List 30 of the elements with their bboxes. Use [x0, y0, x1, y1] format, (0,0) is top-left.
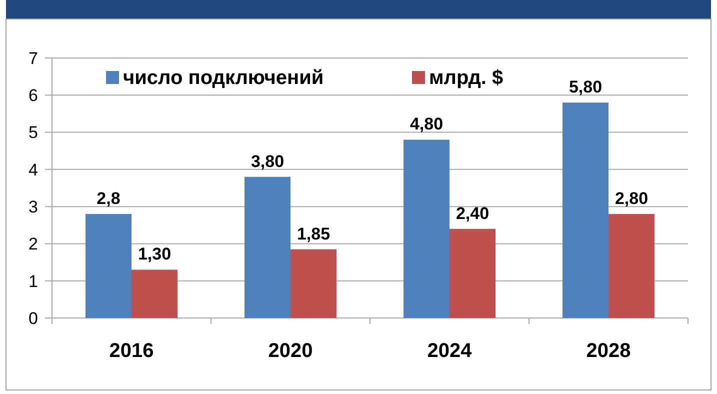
- data-label: 1,30: [138, 244, 172, 264]
- bar: [132, 270, 178, 318]
- bar: [244, 176, 290, 318]
- data-label: 3,80: [250, 152, 284, 171]
- y-tick-label: 7: [28, 48, 38, 68]
- data-label: 2,8: [96, 189, 120, 208]
- x-tick-label: 2016: [109, 340, 154, 362]
- y-tick-label: 6: [28, 86, 38, 106]
- y-tick-label: 0: [28, 308, 38, 328]
- y-tick-label: 4: [28, 160, 38, 180]
- data-label: 2,80: [614, 189, 648, 208]
- bar: [562, 102, 608, 318]
- y-tick-label: 3: [28, 198, 38, 217]
- bar: [608, 214, 654, 318]
- legend-label: число подключений: [123, 67, 324, 89]
- x-tick-label: 2020: [268, 340, 313, 362]
- data-label: 5,80: [568, 78, 602, 97]
- bar: [86, 214, 132, 318]
- y-tick-label: 1: [28, 272, 38, 291]
- y-tick-label: 2: [28, 234, 38, 254]
- legend-label: млрд. $: [429, 67, 504, 89]
- bar: [404, 140, 450, 318]
- data-label: 1,85: [296, 224, 330, 244]
- data-label: 2,40: [456, 204, 490, 223]
- x-tick-label: 2028: [586, 340, 631, 362]
- y-tick-label: 5: [28, 123, 38, 142]
- bar: [290, 249, 336, 318]
- data-label: 4,80: [410, 114, 444, 134]
- bar: [450, 228, 496, 318]
- x-tick-label: 2024: [427, 340, 473, 362]
